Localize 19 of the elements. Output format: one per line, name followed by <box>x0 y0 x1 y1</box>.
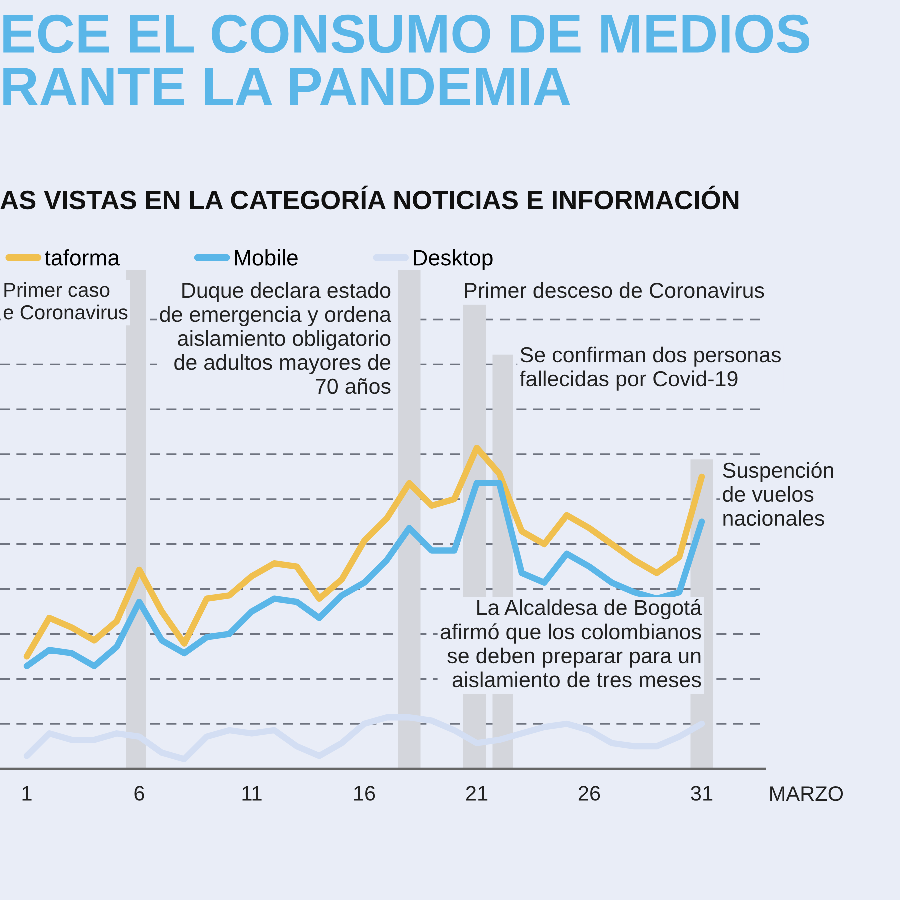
chart-title: ECE EL CONSUMO DE MEDIOS RANTE LA PANDEMIA <box>4 14 810 106</box>
band-label: Se confirman dos personas fallecidas por Covid-19 <box>520 346 782 391</box>
x-tick-label: 16 <box>354 786 376 801</box>
band-label: Primer caso e Coronavirus <box>4 282 128 320</box>
x-axis-title: MARZO <box>770 786 844 802</box>
x-tick-label: 11 <box>242 786 262 801</box>
x-tick-label: 21 <box>466 786 488 801</box>
band-label: Primer desceso de Coronavirus <box>465 282 764 298</box>
chart-subtitle: AS VISTAS EN LA CATEGORÍA NOTICIAS E INFORMACIÓN <box>0 186 739 210</box>
x-tick-label: 1 <box>22 786 32 801</box>
legend-label: Desktop <box>414 250 493 270</box>
x-tick-label: 6 <box>134 786 144 801</box>
x-tick-label: 26 <box>578 786 600 801</box>
annotation: La Alcaldesa de Bogotá afirmó que los colombianos se deben preparar para un aislamiento de tres meses <box>440 599 702 688</box>
x-tick-label: 31 <box>691 786 713 801</box>
legend-label: taforma <box>45 250 120 266</box>
band-label: Duque declara estado de emergencia y ordena aislamiento obligatorio de adultos mayores de 70 años <box>160 282 392 394</box>
band-label: Suspención de vuelos nacionales <box>723 462 834 526</box>
legend-label: Mobile <box>235 250 298 266</box>
